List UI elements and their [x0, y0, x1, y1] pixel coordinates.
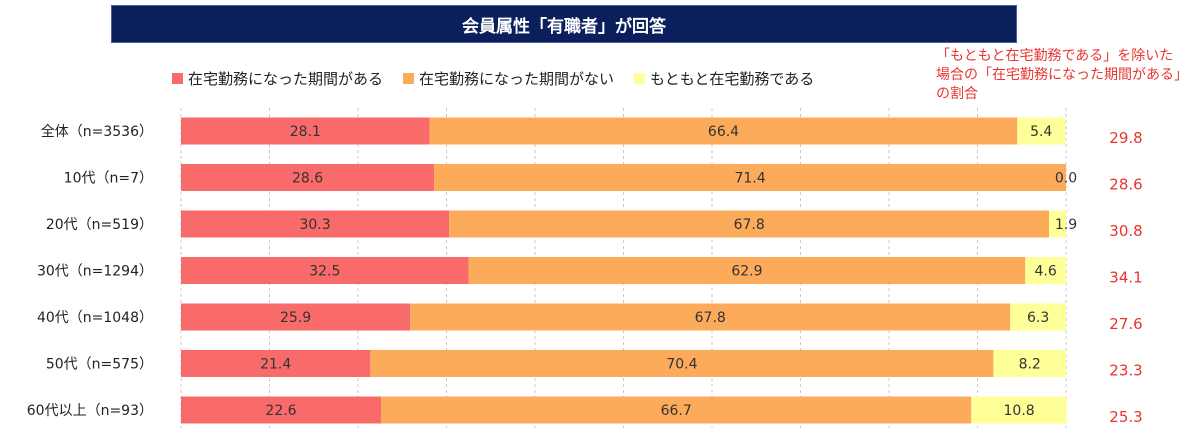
bar-segment: [181, 350, 371, 377]
bar-segment: [370, 350, 994, 377]
data-label: 70.4: [666, 357, 697, 373]
data-label: 71.4: [734, 171, 765, 187]
ratio-value: 25.3: [1109, 408, 1142, 426]
data-label: 10.8: [1004, 403, 1035, 419]
legend-label-originally-remote: もともと在宅勤務である: [650, 69, 815, 88]
category-label: 30代（n=1294）: [37, 264, 153, 280]
legend-swatch-no-period: [403, 72, 415, 84]
legend: 在宅勤務になった期間がある 在宅勤務になった期間がない もともと在宅勤務である: [172, 67, 834, 89]
category-label: 20代（n=519）: [46, 217, 153, 233]
data-label: 66.7: [661, 403, 692, 419]
bar-segment: [1010, 303, 1066, 331]
bar-segment: [181, 303, 411, 331]
bar-segment: [971, 396, 1067, 424]
bar-segment: [1025, 257, 1066, 284]
ratio-note: 「もともと在宅勤務である」を除いた場合の「在宅勤務になった期間がある」の割合: [936, 48, 1181, 102]
chart-title: 会員属性「有職者」が回答: [111, 5, 1017, 43]
bar-segment: [410, 303, 1011, 331]
bar-segment: [429, 117, 1018, 145]
ratio-value: 30.8: [1109, 222, 1142, 240]
ratio-value: 29.8: [1109, 129, 1142, 147]
data-label: 0.0: [1055, 171, 1077, 187]
legend-item-originally-remote: もともと在宅勤務である: [634, 68, 814, 89]
bar-segment: [181, 257, 469, 284]
data-label: 1.9: [1055, 217, 1077, 233]
data-label: 67.8: [695, 310, 726, 326]
ratio-value: 27.6: [1109, 315, 1142, 333]
data-label: 4.6: [1035, 264, 1057, 280]
bar-segment: [181, 396, 382, 424]
category-label: 全体（n=3536）: [41, 123, 153, 140]
data-label: 66.4: [708, 124, 739, 140]
data-label: 28.6: [292, 171, 323, 187]
bar-segment: [1049, 210, 1066, 238]
bar-segment: [181, 117, 430, 145]
bar-segment: [181, 210, 450, 238]
bar-segment: [1017, 117, 1066, 145]
bar-segment: [468, 257, 1026, 284]
category-label: 40代（n=1048）: [37, 310, 153, 326]
legend-label-no-period: 在宅勤務になった期間がない: [419, 69, 615, 88]
category-label: 60代以上（n=93）: [27, 403, 153, 419]
ratio-value: 28.6: [1109, 176, 1142, 194]
bar-segment: [434, 164, 1066, 191]
data-label: 30.3: [299, 217, 330, 233]
data-label: 21.4: [260, 357, 291, 373]
data-label: 25.9: [280, 310, 311, 326]
category-label: 50代（n=575）: [46, 357, 153, 373]
bar-segment: [993, 350, 1066, 377]
bar-segment: [181, 164, 435, 191]
data-label: 5.4: [1030, 124, 1052, 140]
bar-segment: [381, 396, 972, 424]
ratio-value: 34.1: [1109, 269, 1142, 287]
data-label: 22.6: [265, 403, 296, 419]
legend-item-had-period: 在宅勤務になった期間がある: [172, 68, 383, 89]
data-label: 32.5: [309, 264, 340, 280]
bar-segment: [449, 210, 1050, 238]
data-label: 6.3: [1027, 310, 1049, 326]
ratio-value: 23.3: [1109, 362, 1142, 380]
data-label: 62.9: [731, 264, 762, 280]
data-label: 67.8: [734, 217, 765, 233]
legend-label-had-period: 在宅勤務になった期間がある: [188, 69, 384, 88]
data-label: 8.2: [1019, 357, 1041, 373]
legend-item-no-period: 在宅勤務になった期間がない: [403, 68, 614, 89]
data-label: 28.1: [290, 124, 321, 140]
category-label: 10代（n=7）: [64, 171, 153, 187]
legend-swatch-had-period: [172, 72, 183, 84]
legend-swatch-originally-remote: [634, 72, 646, 84]
